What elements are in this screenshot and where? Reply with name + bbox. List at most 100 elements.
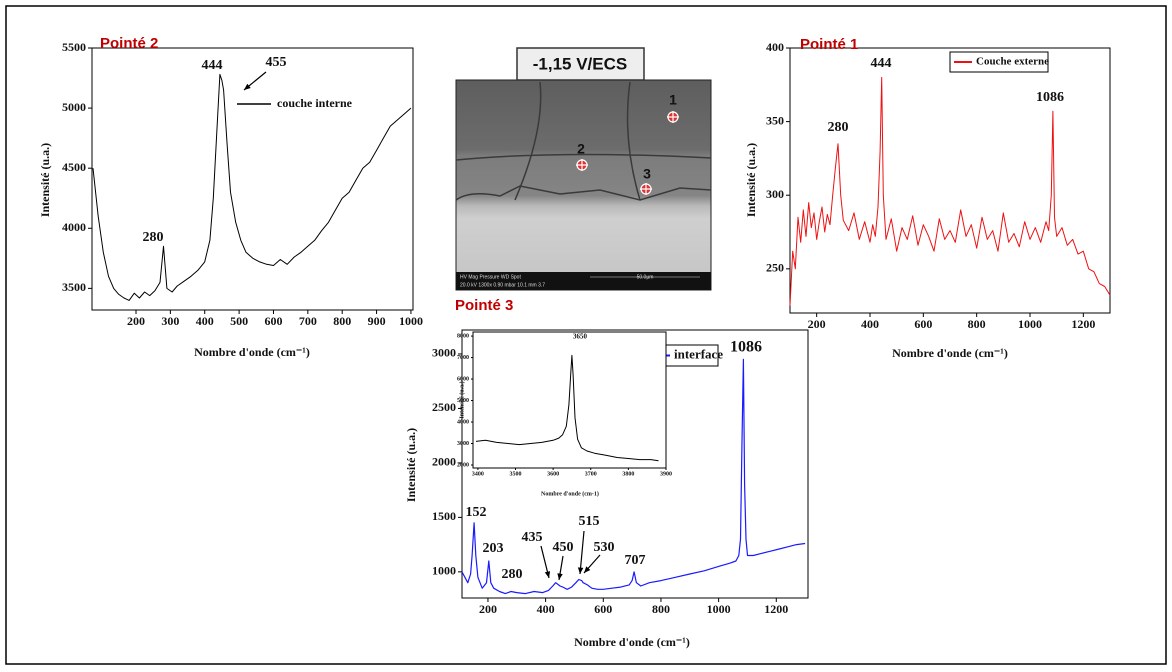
x-tick-label: 800 <box>968 317 986 331</box>
peak-label: 707 <box>625 553 646 568</box>
point-cross <box>576 159 588 171</box>
y-tick-label: 6000 <box>457 376 469 382</box>
x-tick-label: 200 <box>479 602 497 616</box>
x-tick-label: 700 <box>299 314 317 328</box>
peak-label: 515 <box>579 514 600 529</box>
y-tick-label: 3000 <box>432 346 456 360</box>
x-axis-label: Nombre d'onde (cm-1) <box>541 490 599 497</box>
x-tick-label: 1000 <box>1018 317 1042 331</box>
point-label: 1 <box>669 92 677 108</box>
x-tick-label: 800 <box>652 602 670 616</box>
peak-label: 450 <box>553 540 574 555</box>
x-tick-label: 3700 <box>585 472 597 478</box>
y-tick-label: 2500 <box>432 400 456 414</box>
y-tick-label: 250 <box>766 261 784 275</box>
peak-label: 530 <box>594 540 615 555</box>
peak-label: 280 <box>143 230 164 245</box>
y-tick-label: 2000 <box>457 462 469 468</box>
chart: 200 300 400 500 600 700 800 900 1000 3500 4000 4500… <box>38 35 423 359</box>
peak-label: 1086 <box>730 339 762 356</box>
sem-image: HV Mag Pressure WD Spot 20.0 kV 1300x 0.… <box>455 47 712 291</box>
x-tick-label: 300 <box>161 314 179 328</box>
legend-label: couche interne <box>277 96 353 110</box>
series-line <box>789 76 1111 306</box>
y-tick-label: 7000 <box>457 355 469 361</box>
peak-label: 203 <box>483 541 504 556</box>
plot-frame <box>91 47 414 311</box>
y-tick-label: 5000 <box>62 100 86 114</box>
y-tick-label: 1000 <box>432 564 456 578</box>
x-tick-label: 600 <box>264 314 282 328</box>
x-tick-label: 400 <box>537 602 555 616</box>
arrow-head <box>557 573 563 580</box>
x-tick-label: 1000 <box>707 602 731 616</box>
point-label: 3 <box>643 166 651 182</box>
x-tick-label: 3800 <box>622 472 634 478</box>
x-tick-label: 3900 <box>660 472 672 478</box>
x-tick-label: 3500 <box>510 472 522 478</box>
arrow-head <box>244 83 251 90</box>
y-tick-label: 1500 <box>432 509 456 523</box>
y-tick-label: 350 <box>766 113 784 127</box>
x-tick-label: 400 <box>196 314 214 328</box>
x-axis-label: Nombre d'onde (cm⁻¹) <box>892 346 1008 360</box>
x-tick-label: 800 <box>333 314 351 328</box>
x-tick-label: 500 <box>230 314 248 328</box>
y-axis-label: Intensité (u.a.) <box>458 381 465 418</box>
point-cross <box>667 111 679 123</box>
peak-label: 455 <box>266 55 287 70</box>
y-tick-label: 5000 <box>457 398 469 404</box>
x-tick-label: 1000 <box>399 314 423 328</box>
sem-info-header: HV Mag Pressure WD Spot <box>460 274 521 280</box>
y-axis-label: Intensité (u.a.) <box>404 428 418 502</box>
legend-box <box>949 51 1049 73</box>
x-tick-label: 600 <box>594 602 612 616</box>
peak-label: 444 <box>202 58 223 73</box>
x-tick-label: 200 <box>127 314 145 328</box>
chart: 3400 3500 3600 3700 3800 3900 2000 3000 4000 5000… <box>457 331 672 497</box>
y-tick-label: 4000 <box>62 220 86 234</box>
x-tick-label: 3600 <box>547 472 559 478</box>
series-line <box>92 73 412 301</box>
sem-label-box <box>516 47 645 81</box>
legend-label: Couche externe <box>976 56 1049 68</box>
series-line <box>475 354 659 462</box>
peak-label: 280 <box>502 567 523 582</box>
y-tick-label: 300 <box>766 187 784 201</box>
arrow-shaft <box>579 530 585 575</box>
sem-label: -1,15 V/ECS <box>533 54 628 73</box>
point-label: 2 <box>577 141 585 157</box>
x-tick-label: 1200 <box>764 602 788 616</box>
x-tick-label: 600 <box>914 317 932 331</box>
chart-title: Pointé 3 <box>455 297 513 314</box>
chart-title: Pointé 1 <box>800 36 858 53</box>
plot-frame <box>789 47 1111 314</box>
y-tick-label: 3500 <box>62 280 86 294</box>
series-line <box>461 358 806 595</box>
sem-scale: 50.0µm <box>637 274 654 280</box>
peak-label: 280 <box>828 120 849 135</box>
y-axis-label: Intensité (u.a.) <box>744 143 758 217</box>
sem-info-bar <box>456 272 711 290</box>
y-tick-label: 5500 <box>62 40 86 54</box>
y-tick-label: 3000 <box>457 441 469 447</box>
x-tick-label: 400 <box>861 317 879 331</box>
x-tick-label: 1200 <box>1071 317 1095 331</box>
x-axis-label: Nombre d'onde (cm⁻¹) <box>574 635 690 649</box>
peak-label: 3650 <box>573 333 588 341</box>
arrow-head <box>584 566 591 573</box>
x-axis-label: Nombre d'onde (cm⁻¹) <box>194 345 310 359</box>
peak-label: 435 <box>522 530 543 545</box>
x-tick-label: 200 <box>808 317 826 331</box>
peak-label: 1086 <box>1036 90 1064 105</box>
x-tick-label: 900 <box>368 314 386 328</box>
plot-frame <box>461 329 809 599</box>
legend-label: interface <box>674 346 723 361</box>
sem-cracks <box>455 81 712 201</box>
y-tick-label: 2000 <box>432 455 456 469</box>
arrow-head <box>577 567 584 574</box>
sem-info-values: 20.0 kV 1300x 0.90 mbar 10.1 mm 3.7 <box>460 282 545 288</box>
arrow-head <box>544 571 551 578</box>
